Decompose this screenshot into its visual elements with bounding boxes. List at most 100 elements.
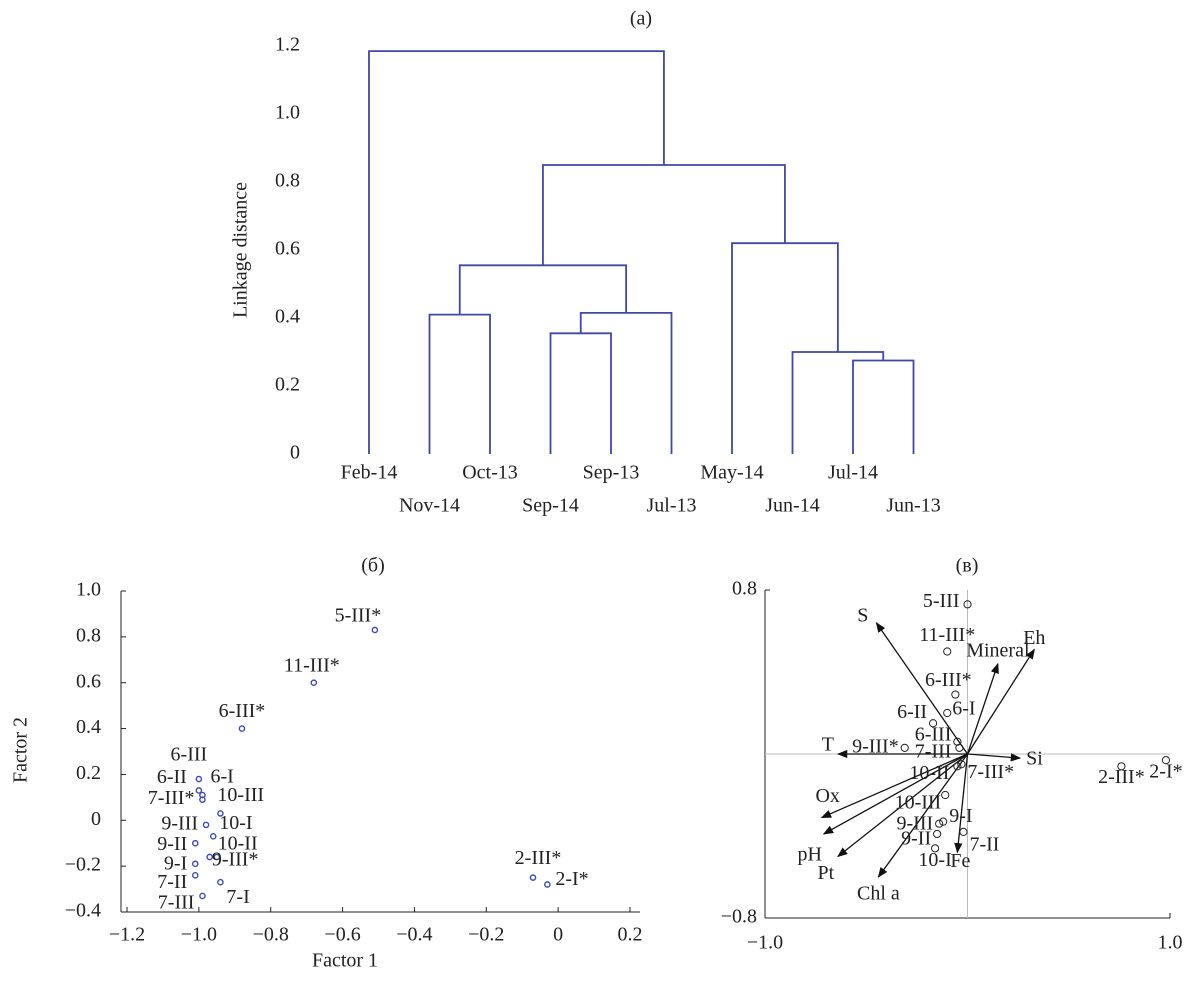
chart-title: (a) [630, 8, 652, 30]
leaf-label: Jun-13 [886, 495, 940, 517]
x-tick-label: 0.2 [618, 924, 643, 946]
point [202, 821, 210, 829]
sample-point [963, 600, 972, 609]
y-tick-label: 0.6 [76, 670, 101, 692]
point-label: 10-III [895, 792, 942, 814]
loading-arrow [954, 753, 969, 854]
point-label: 6-III* [219, 700, 266, 722]
leaf-label: Jul-14 [828, 462, 878, 484]
sample-point [953, 737, 962, 746]
loading-arrow [822, 753, 968, 835]
point [217, 878, 224, 886]
point-label: 10-II [218, 833, 258, 855]
y-tick-label: 0.6 [275, 238, 300, 260]
vector-label: Chl a [857, 883, 900, 905]
point-label: 7-III* [148, 787, 195, 809]
loading-arrow [966, 662, 999, 755]
point-label: 2-III* [1098, 766, 1145, 788]
sample-point [953, 762, 962, 771]
dendrogram-link [549, 332, 612, 454]
point [191, 860, 199, 868]
point [209, 833, 217, 840]
point-label: 7-II [969, 833, 999, 855]
point-label: 7-I [226, 886, 249, 908]
point-label: 5-III [923, 590, 960, 612]
point-label: 11-III* [919, 624, 975, 646]
point-label: 9-I [164, 852, 187, 874]
chart-title: (в) [956, 555, 979, 577]
y-tick-label: 0.8 [76, 624, 101, 646]
point-label: 6-III [915, 723, 952, 745]
loading-arrow [875, 621, 969, 755]
sample-point [951, 690, 960, 699]
point-label: 7-III* [967, 761, 1014, 783]
vector-label: Mineral [966, 639, 1030, 661]
point [371, 626, 379, 634]
point [191, 872, 199, 879]
y-tick-label: 1.0 [76, 579, 101, 601]
x-tick-label: −1.0 [747, 932, 783, 954]
sample-point [955, 743, 964, 752]
y-tick-label: 0.4 [275, 306, 300, 328]
loading-arrow [820, 753, 968, 819]
point [195, 787, 203, 794]
point-label: 9-II [901, 828, 931, 850]
y-tick-label: 0 [91, 808, 101, 830]
point-label: 2-I* [1149, 761, 1182, 783]
x-tick-label: −0.2 [468, 924, 504, 946]
point-label: 2-III* [515, 847, 562, 869]
point-label: 2-I* [555, 868, 588, 890]
loading-arrow [877, 753, 969, 878]
point-label: 9-III [897, 812, 934, 834]
sample-point [959, 827, 968, 837]
y-tick-label: 0.2 [76, 762, 101, 784]
point-label: 7-II [157, 871, 187, 893]
leaf-label: May-14 [700, 462, 763, 484]
vector-label: Si [1026, 748, 1043, 770]
sample-point [928, 719, 938, 728]
leaf-label: Sep-14 [522, 495, 579, 517]
y-axis-label: Factor 2 [10, 717, 32, 783]
leaf-label: Feb-14 [341, 462, 398, 484]
x-tick-label: 0 [553, 924, 563, 946]
chart-title: (б) [361, 555, 385, 577]
x-tick-label: 1.0 [1158, 932, 1183, 954]
dendrogram-link [791, 351, 885, 454]
x-tick-label: −0.8 [253, 924, 289, 946]
point [199, 892, 206, 900]
sample-point [957, 760, 966, 769]
point-label: 6-I [210, 766, 233, 788]
vector-label: T [822, 734, 834, 756]
loading-arrow [837, 753, 968, 858]
point [195, 775, 203, 783]
vector-label: Ox [815, 785, 839, 807]
dendrogram-link [852, 359, 915, 454]
sample-point [1117, 762, 1126, 771]
sample-point [933, 829, 942, 839]
leaf-label: Jun-14 [765, 495, 819, 517]
vector-label: S [857, 604, 868, 626]
point [544, 881, 551, 888]
x-tick-label: −0.6 [324, 924, 360, 946]
y-tick-label: 0.2 [275, 374, 300, 396]
point-label: 6-III* [925, 669, 972, 691]
point-label: 6-II [157, 766, 187, 788]
sample-point [931, 844, 940, 853]
point [310, 679, 318, 687]
point-label: 10-II [909, 762, 949, 784]
point-label: 9-III* [212, 849, 259, 871]
sample-point [900, 743, 909, 752]
sample-point [935, 819, 944, 828]
y-tick-label: 1.2 [275, 34, 300, 56]
y-tick-label: 0.8 [732, 578, 757, 600]
y-tick-label: −0.2 [65, 854, 101, 876]
vector-label: Pt [818, 862, 835, 884]
dendrogram-link [458, 264, 628, 315]
point [213, 853, 221, 861]
point-label: 11-III* [284, 654, 340, 676]
loading-arrow [966, 648, 1035, 755]
vector-label: Eh [1023, 627, 1045, 649]
point [191, 839, 199, 847]
leaf-label: Jul-13 [647, 495, 697, 517]
